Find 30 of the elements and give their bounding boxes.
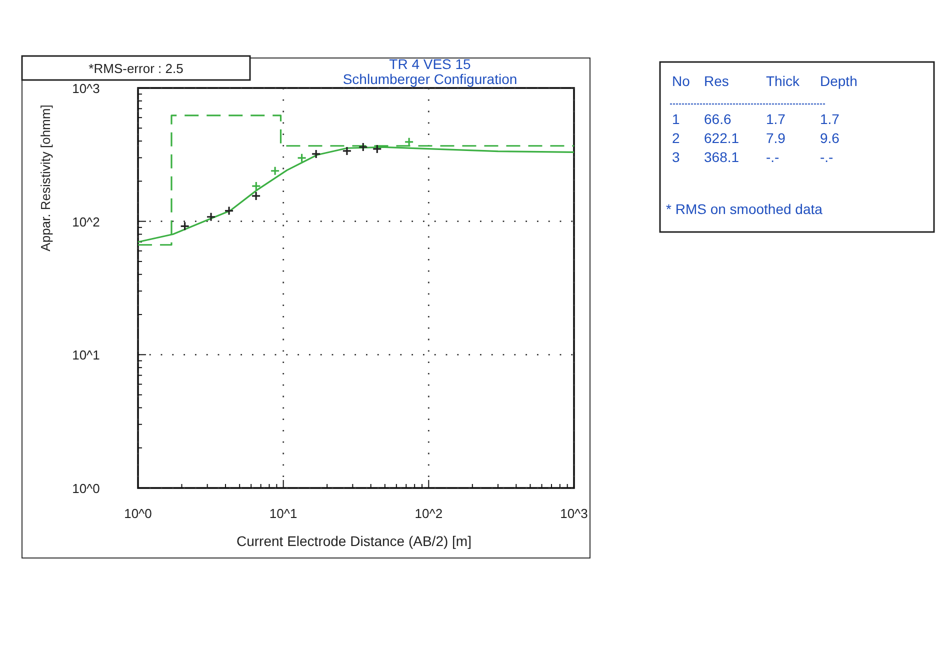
text: 9.6 xyxy=(820,130,840,146)
chart-title: TR 4 VES 15 xyxy=(389,56,472,72)
x-axis-title: Current Electrode Distance (AB/2) [m] xyxy=(236,533,472,549)
y-tick-label: 10^0 xyxy=(72,481,100,496)
y-axis-title: Appar. Resistivity [ohmm] xyxy=(38,104,53,252)
x-tick-label: 10^0 xyxy=(124,506,152,521)
text: 7.9 xyxy=(766,130,786,146)
text: 3 xyxy=(672,149,680,165)
y-tick-label: 10^2 xyxy=(72,214,100,230)
text: Res xyxy=(704,73,729,89)
text: *RMS-error : 2.5 xyxy=(88,61,184,76)
text: 66.6 xyxy=(704,111,732,127)
text: 368.1 xyxy=(704,149,740,165)
text: 2 xyxy=(672,130,680,146)
y-tick-label: 10^1 xyxy=(72,348,100,363)
chart-subtitle: Schlumberger Configuration xyxy=(342,71,518,87)
text: 1.7 xyxy=(766,111,786,127)
x-tick-label: 10^2 xyxy=(414,506,443,521)
text: 1.7 xyxy=(820,111,840,127)
y-tick-label: 10^3 xyxy=(72,81,100,96)
x-tick-label: 10^1 xyxy=(269,506,298,521)
x-tick-label: 10^3 xyxy=(560,506,588,521)
text: 622.1 xyxy=(704,130,740,146)
text: Depth xyxy=(820,73,858,89)
text: No xyxy=(672,73,690,89)
text: Thick xyxy=(766,73,800,89)
text: -.- xyxy=(766,149,780,165)
text: * RMS on smoothed data xyxy=(666,201,823,217)
text: -.- xyxy=(820,149,834,165)
text: 1 xyxy=(672,111,680,127)
